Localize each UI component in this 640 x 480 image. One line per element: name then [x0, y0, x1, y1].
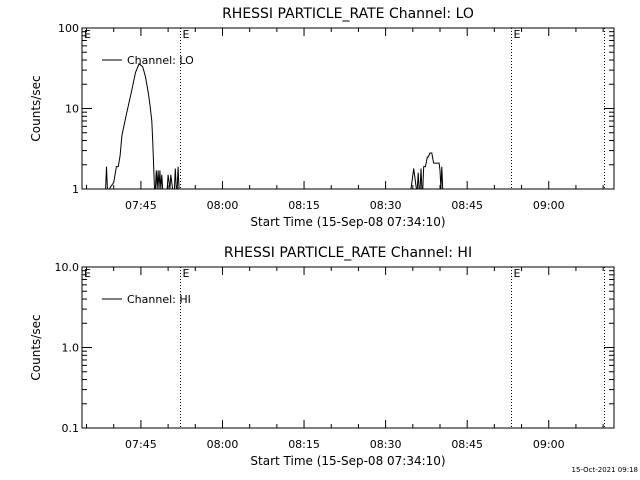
- panel-1-xtick-label: 09:00: [533, 199, 565, 212]
- panel-1-event-label: E: [514, 28, 521, 41]
- panel-2-event-label: E: [183, 267, 190, 280]
- panel-1-xtick-label: 08:45: [451, 199, 483, 212]
- panel-1-legend-label: Channel: LO: [127, 54, 194, 67]
- panel-2-ytick-label: 10.0: [55, 261, 80, 274]
- panel-2-event-label: E: [514, 267, 521, 280]
- panel-1-xtick-label: 07:45: [125, 199, 157, 212]
- panel-1-ylabel: Counts/sec: [29, 75, 43, 141]
- panel-1-ytick-label: 100: [58, 22, 79, 35]
- footer-timestamp: 15-Oct-2021 09:18: [571, 466, 638, 474]
- panel-2-xtick-label: 08:45: [451, 438, 483, 451]
- panel-2-ylabel: Counts/sec: [29, 314, 43, 380]
- panel-2-legend-label: Channel: HI: [127, 293, 191, 306]
- panel-2-ytick-label: 0.1: [62, 422, 80, 435]
- panel-2-xlabel: Start Time (15-Sep-08 07:34:10): [250, 454, 445, 468]
- panel-1-title: RHESSI PARTICLE_RATE Channel: LO: [222, 6, 474, 22]
- panel-2-xtick-label: 08:00: [207, 438, 239, 451]
- panel-2-axes-frame: [81, 266, 615, 429]
- panel-1-xtick-label: 08:15: [288, 199, 320, 212]
- panel-1-event-label: E: [183, 28, 190, 41]
- panel-2-title: RHESSI PARTICLE_RATE Channel: HI: [224, 245, 472, 261]
- panel-1-axes-frame: [81, 27, 615, 190]
- panel-1-xtick-label: 08:00: [207, 199, 239, 212]
- panel-2-event-start-label: E: [84, 267, 91, 280]
- panel-2-xtick-label: 08:15: [288, 438, 320, 451]
- panel-1-xtick-label: 08:30: [370, 199, 402, 212]
- panel-2-xtick-label: 08:30: [370, 438, 402, 451]
- panel-1-ytick-label: 1: [72, 183, 79, 196]
- panel-1-xlabel: Start Time (15-Sep-08 07:34:10): [250, 215, 445, 229]
- panel-1-ytick-label: 10: [65, 103, 79, 116]
- panel-1-event-start-label: E: [84, 28, 91, 41]
- panel-1-series-1: [105, 62, 446, 190]
- panel-2-xtick-label: 07:45: [125, 438, 157, 451]
- panel-2-ytick-label: 1.0: [62, 342, 80, 355]
- panel-2-xtick-label: 09:00: [533, 438, 565, 451]
